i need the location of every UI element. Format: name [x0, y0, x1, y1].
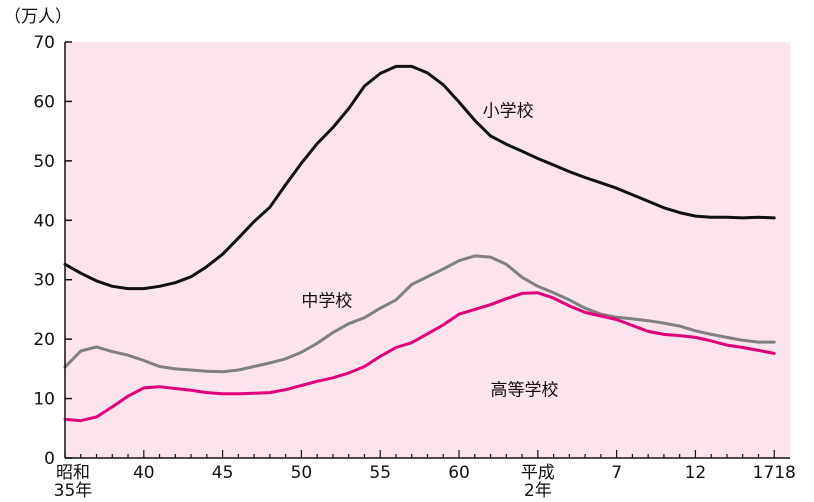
x-tick-label-6-0: 平成 [521, 463, 555, 483]
series-label-3: 高等学校 [491, 381, 559, 401]
x-tick-label-5-0: 60 [448, 463, 470, 483]
series-line-1 [63, 64, 776, 291]
x-tick-label-3-0: 50 [291, 463, 313, 483]
x-tick-label-9-0: 1718 [753, 463, 796, 483]
x-tick-label-0-1: 35年 [54, 481, 93, 501]
y-tick-label-0: 0 [44, 449, 55, 469]
x-tick-label-6-1: 2年 [524, 481, 552, 501]
x-tick-label-0-0: 昭和 [56, 463, 90, 483]
y-tick-label-10: 10 [33, 390, 55, 410]
series-line-2 [63, 254, 776, 374]
series-line-3 [63, 291, 776, 423]
y-tick-label-40: 40 [33, 211, 55, 231]
y-tick-label-30: 30 [33, 271, 55, 291]
y-tick-label-70: 70 [33, 33, 55, 53]
series-layer [63, 64, 776, 423]
x-tick-label-2-0: 45 [212, 463, 234, 483]
y-tick-label-20: 20 [33, 330, 55, 350]
x-tick-label-1-0: 40 [133, 463, 155, 483]
plot-background [65, 42, 790, 458]
y-tick-label-60: 60 [33, 92, 55, 112]
y-axis-unit: （万人） [4, 7, 72, 27]
x-tick-label-4-0: 55 [369, 463, 391, 483]
series-label-1: 小学校 [483, 101, 534, 121]
x-tick-label-8-0: 12 [685, 463, 707, 483]
y-tick-label-50: 50 [33, 152, 55, 172]
x-tick-label-7-0: 7 [611, 463, 622, 483]
series-label-2: 中学校 [301, 291, 352, 311]
